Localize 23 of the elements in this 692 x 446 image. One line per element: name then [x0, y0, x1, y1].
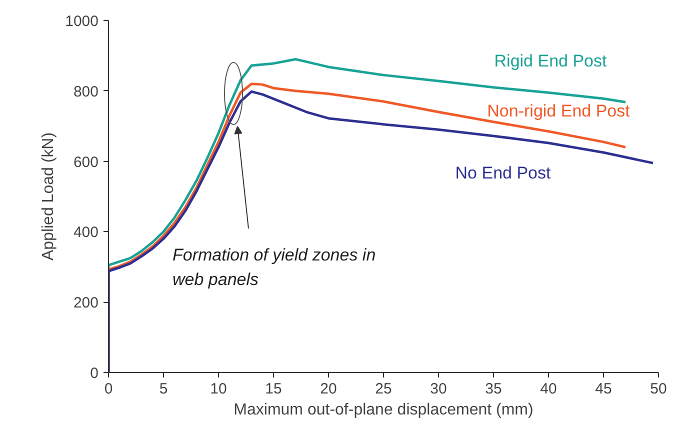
x-tick-label: 20 — [320, 380, 337, 398]
x-tick-label: 40 — [540, 380, 557, 398]
y-tick-label: 200 — [73, 294, 99, 312]
x-tick-label: 0 — [104, 380, 113, 398]
y-tick-label: 800 — [73, 83, 99, 100]
x-tick-label: 35 — [485, 380, 502, 398]
y-tick-label: 600 — [73, 154, 99, 171]
series-label: Non-rigid End Post — [487, 102, 630, 121]
x-tick-label: 10 — [210, 380, 227, 398]
series-label: Rigid End Post — [494, 52, 607, 71]
x-tick-label: 25 — [375, 380, 392, 398]
annotation: Formation of yield zones in web panels — [172, 246, 376, 290]
x-tick-label: 30 — [430, 380, 447, 398]
x-axis-title: Maximum out-of-plane displacement (mm) — [234, 402, 534, 418]
y-axis-title: Applied Load (kN) — [40, 132, 58, 261]
x-tick-label: 5 — [159, 380, 168, 398]
series-label: No End Post — [455, 164, 551, 183]
x-tick-label: 15 — [265, 380, 282, 398]
x-tick-label: 45 — [595, 380, 612, 398]
x-tick-label: 50 — [650, 380, 667, 398]
y-tick-label: 0 — [90, 365, 98, 382]
y-tick-label: 400 — [73, 224, 99, 242]
y-tick-label: 1000 — [65, 13, 99, 30]
